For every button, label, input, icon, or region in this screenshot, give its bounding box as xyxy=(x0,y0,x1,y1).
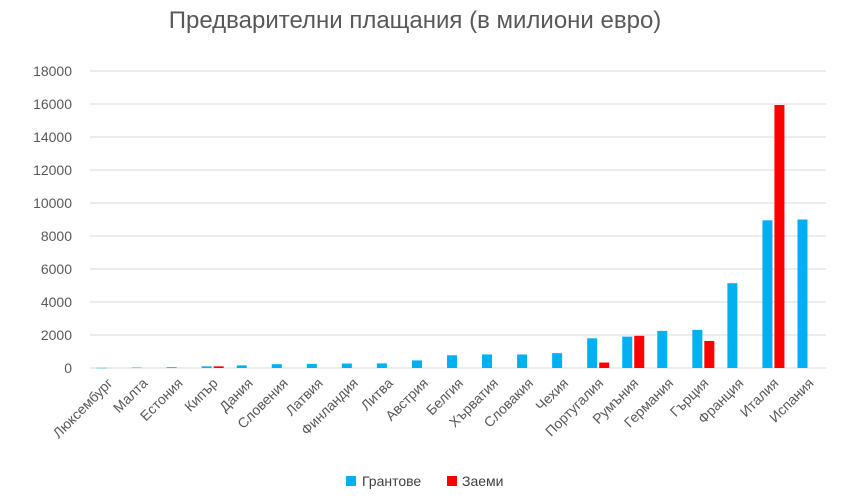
gridlines xyxy=(90,70,826,369)
y-tick-label: 4000 xyxy=(41,294,72,310)
bar-grants xyxy=(271,364,282,368)
bar-grants xyxy=(552,353,563,368)
y-tick-label: 12000 xyxy=(33,162,72,178)
bars xyxy=(96,104,808,369)
bar-grants xyxy=(622,336,633,368)
y-tick-label: 10000 xyxy=(33,195,72,211)
bar-grants xyxy=(236,365,247,368)
bar-grants xyxy=(727,283,738,368)
x-axis: ЛюксембургМалтаЕстонияКипърДанияСловения… xyxy=(49,375,816,441)
legend-swatch-grants xyxy=(346,476,356,486)
legend-label-grants: Грантове xyxy=(362,473,421,489)
bar-grants xyxy=(341,363,352,368)
bar-loans xyxy=(704,340,715,368)
y-tick-label: 0 xyxy=(64,360,72,376)
bar-grants xyxy=(376,363,387,368)
y-tick-label: 8000 xyxy=(41,228,72,244)
bar-loans xyxy=(774,104,785,369)
bar-grants xyxy=(447,355,457,368)
y-tick-label: 14000 xyxy=(33,129,72,145)
bar-grants xyxy=(587,338,598,368)
bar-loans xyxy=(599,362,610,368)
bar-grants xyxy=(166,367,177,368)
chart-title: Предварителни плащания (в милиони евро) xyxy=(169,7,662,34)
bar-loans xyxy=(634,335,645,368)
bar-grants xyxy=(131,367,142,369)
y-tick-label: 6000 xyxy=(41,261,72,277)
x-tick-label: Кипър xyxy=(181,375,221,415)
y-tick-label: 2000 xyxy=(41,327,72,343)
legend: Грантове Заеми xyxy=(346,473,503,489)
bar-grants xyxy=(797,219,808,368)
bar-grants xyxy=(306,363,317,368)
bar-grants xyxy=(96,367,107,369)
bar-grants xyxy=(201,366,212,368)
x-tick-label: Люксембург xyxy=(49,375,115,441)
bar-grants xyxy=(657,330,668,368)
bar-grants xyxy=(692,329,703,368)
y-tick-label: 16000 xyxy=(33,96,72,112)
bar-grants xyxy=(762,220,773,368)
bar-grants xyxy=(517,354,528,368)
bar-grants xyxy=(482,354,493,368)
bar-grants xyxy=(411,360,422,368)
y-axis: 0 2000 4000 6000 8000 10000 12000 14000 16000 180… xyxy=(33,63,72,376)
legend-label-loans: Заеми xyxy=(462,473,503,489)
y-tick-label: 18000 xyxy=(33,63,72,79)
bar-loans xyxy=(213,366,224,368)
legend-swatch-loans xyxy=(447,476,457,486)
